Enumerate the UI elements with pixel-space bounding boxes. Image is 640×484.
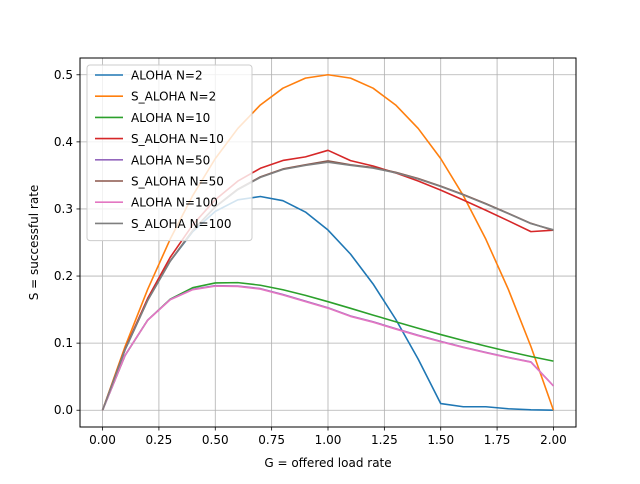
grid	[80, 58, 576, 427]
x-tick-label: 0.50	[202, 433, 229, 447]
y-tick-label: 0.5	[54, 68, 73, 82]
x-tick-label: 1.75	[484, 433, 511, 447]
legend-box	[86, 64, 253, 242]
y-tick-label: 0.4	[54, 135, 73, 149]
legend-label: ALOHA N=50	[131, 153, 210, 167]
x-tick-label: 1.50	[427, 433, 454, 447]
legend-label: S_ALOHA N=2	[131, 90, 216, 104]
series-line-s-aloha-n-10	[101, 149, 554, 411]
y-tick-label: 0.2	[54, 269, 73, 283]
y-tick-label: 0.0	[54, 403, 73, 417]
y-tick-label: 0.3	[54, 202, 73, 216]
x-tick-label: 1.00	[315, 433, 342, 447]
legend-label: S_ALOHA N=50	[131, 175, 224, 189]
x-tick-label: 0.75	[258, 433, 285, 447]
y-tick-label: 0.1	[54, 336, 73, 350]
legend-label: S_ALOHA N=100	[131, 217, 232, 231]
series-line-s-aloha-n-100	[101, 161, 554, 411]
x-tick-label: 2.00	[540, 433, 567, 447]
y-axis-label: S = successful rate	[27, 185, 41, 301]
legend-label: ALOHA N=100	[131, 196, 218, 210]
x-tick-label: 0.25	[146, 433, 173, 447]
x-tick-label: 1.25	[371, 433, 398, 447]
legend-label: ALOHA N=10	[131, 111, 210, 125]
legend-label: ALOHA N=2	[131, 69, 203, 83]
legend-label: S_ALOHA N=10	[131, 132, 224, 146]
x-axis-label: G = offered load rate	[264, 456, 391, 470]
series-line-aloha-n-100	[101, 285, 555, 411]
axis-ticks: 0.00 0.25 0.50 0.75 1.00 1.25 1.50 1.75 2.00 0.0 0…	[54, 68, 567, 447]
legend: ALOHA N=2 S_ALOHA N=2 ALOHA N=10 S_ALOHA N=…	[86, 64, 253, 242]
x-tick-label: 0.00	[89, 433, 116, 447]
